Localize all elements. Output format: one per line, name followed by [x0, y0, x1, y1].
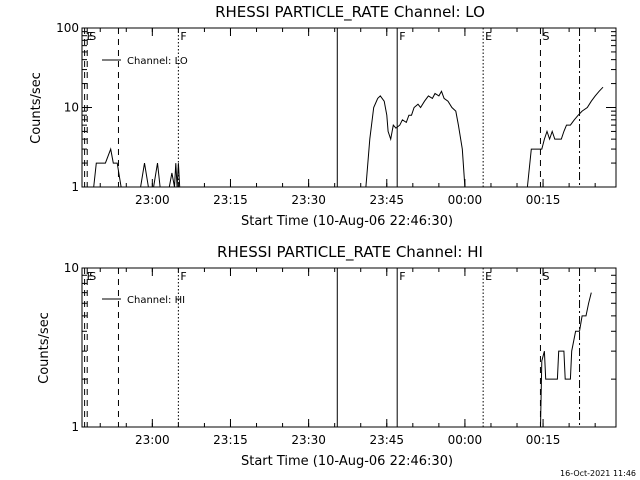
event-marker-label: S [89, 30, 96, 43]
y-tick-label: 1 [71, 180, 79, 194]
plot-frame [81, 267, 617, 428]
event-marker-label: F [180, 30, 186, 43]
x-tick-label: 23:15 [213, 193, 248, 207]
x-tick-label: 23:00 [135, 193, 170, 207]
event-marker-label: E [485, 30, 492, 43]
legend: Channel: HI [102, 295, 185, 306]
plot-frame [81, 27, 617, 188]
chart-title: RHESSI PARTICLE_RATE Channel: HI [217, 243, 483, 262]
event-marker-label: E [485, 270, 492, 283]
legend-entry: Channel: HI [127, 295, 185, 306]
x-tick-label: 00:00 [448, 433, 483, 447]
chart-panel-lo: RHESSI PARTICLE_RATE Channel: LO Counts/… [29, 3, 617, 229]
y-tick-label: 10 [64, 261, 79, 275]
y-tick-label: 1 [71, 420, 79, 434]
x-tick-label: 23:45 [369, 433, 404, 447]
y-axis-label: Counts/sec [29, 72, 44, 144]
y-tick-label: 10 [64, 101, 79, 115]
chart-title: RHESSI PARTICLE_RATE Channel: LO [215, 3, 485, 22]
series-line [93, 86, 604, 188]
series-line [540, 292, 592, 428]
event-marker-label: E [87, 270, 94, 283]
event-marker-label: S [542, 270, 549, 283]
x-tick-label: 23:15 [213, 433, 248, 447]
x-tick-label: 23:30 [291, 433, 326, 447]
event-marker-label: F [399, 270, 405, 283]
y-axis-label: Counts/sec [37, 312, 52, 384]
y-tick-label: 100 [56, 21, 79, 35]
x-tick-label: 23:00 [135, 433, 170, 447]
x-tick-label: 23:30 [291, 193, 326, 207]
chart-panel-hi: RHESSI PARTICLE_RATE Channel: HI Counts/… [37, 243, 617, 469]
event-marker-label: S [542, 30, 549, 43]
legend-entry: Channel: LO [127, 56, 188, 67]
x-tick-label: 00:15 [526, 193, 561, 207]
event-marker-label: F [399, 30, 405, 43]
event-marker-label: E [87, 30, 94, 43]
x-tick-label: 00:00 [448, 193, 483, 207]
event-marker-label: S [89, 270, 96, 283]
event-marker-label: F [180, 270, 186, 283]
x-axis-label: Start Time (10-Aug-06 22:46:30) [241, 454, 453, 469]
x-tick-label: 00:15 [526, 433, 561, 447]
x-tick-label: 23:45 [369, 193, 404, 207]
legend: Channel: LO [102, 56, 188, 67]
x-axis-label: Start Time (10-Aug-06 22:46:30) [241, 214, 453, 229]
timestamp-stamp: 16-Oct-2021 11:46 [560, 469, 636, 478]
